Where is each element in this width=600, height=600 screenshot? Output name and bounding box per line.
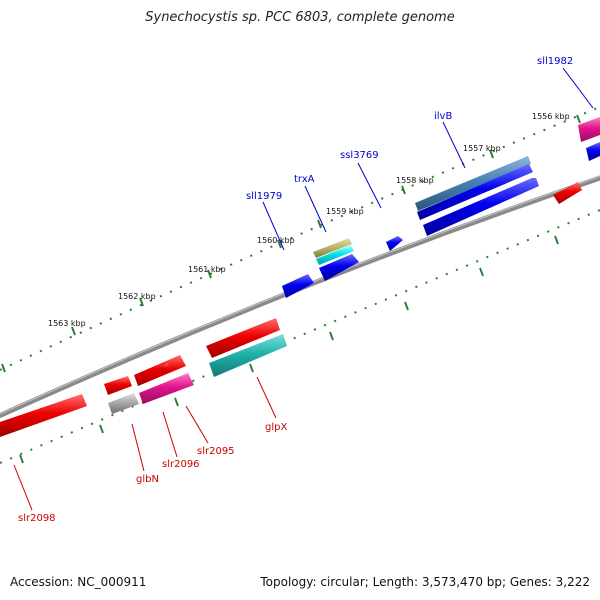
kbp-label: 1559 kbp (326, 207, 364, 216)
gene-arrow-sll1979[interactable] (282, 274, 314, 298)
gene-arrow-trxA-tan[interactable] (313, 238, 352, 258)
gene-label-trxA[interactable]: trxA (294, 174, 315, 185)
gene-arrow-sll1982-blue[interactable] (586, 142, 600, 161)
gene-label-glbN[interactable]: glbN (136, 474, 159, 485)
gene-label-slr2095[interactable]: slr2095 (197, 446, 235, 457)
gene-arrow-blue-long[interactable] (423, 178, 539, 236)
kbp-label: 1562 kbp (118, 292, 156, 301)
gene-arrow-slr2095-red[interactable] (134, 355, 186, 386)
gene-arrow-slr2098[interactable] (0, 394, 87, 437)
gene-label-sll1982[interactable]: sll1982 (537, 56, 573, 67)
label-leaders (13, 67, 594, 511)
gene-arrow-trxA[interactable] (316, 245, 354, 265)
kbp-major-ticks (1, 114, 581, 464)
gene-label-slr2096[interactable]: slr2096 (162, 459, 200, 470)
kbp-label: 1563 kbp (48, 319, 86, 328)
kbp-label: 1557 kbp (463, 144, 501, 153)
kbp-label: 1556 kbp (532, 112, 570, 121)
genome-summary-text: Topology: circular; Length: 3,573,470 bp… (260, 575, 590, 589)
genome-backbone-highlight (0, 176, 600, 415)
accession-text: Accession: NC_000911 (10, 575, 147, 589)
gene-arrow-glpX[interactable] (206, 318, 280, 358)
gene-arrow-red-small[interactable] (160, 363, 170, 374)
genome-backbone (0, 175, 600, 419)
gene-label-ssl3769[interactable]: ssl3769 (340, 150, 379, 161)
outer-tick-ring (0, 106, 600, 371)
gene-arrow-glbN[interactable] (108, 393, 139, 414)
kbp-label: 1560 kbp (257, 236, 295, 245)
gene-label-glpX[interactable]: glpX (265, 422, 287, 433)
gene-arrow-ilvB[interactable] (417, 164, 533, 220)
gene-arrow-blue-mid[interactable] (319, 254, 359, 281)
gene-label-slr2098[interactable]: slr2098 (18, 513, 56, 524)
kbp-label: 1561 kbp (188, 265, 226, 274)
gene-arrow-slr2096[interactable] (104, 376, 132, 395)
gene-label-ilvB[interactable]: ilvB (434, 111, 452, 122)
map-title: Synechocystis sp. PCC 6803, complete gen… (145, 10, 455, 25)
kbp-label: 1558 kbp (396, 176, 434, 185)
gene-arrow-ilvB-steel[interactable] (415, 156, 531, 211)
inner-tick-ring (0, 209, 600, 464)
gene-arrow-glpX-cyan[interactable] (209, 334, 287, 377)
gene-arrow-sll1982[interactable] (578, 117, 600, 142)
gene-arrow-slr2095[interactable] (139, 373, 194, 404)
gene-arrow-ssl3769[interactable] (386, 236, 403, 251)
gene-label-sll1979[interactable]: sll1979 (246, 191, 282, 202)
reverse-genes (0, 182, 582, 437)
gene-arrow-red-right[interactable] (553, 182, 582, 204)
forward-genes (282, 117, 600, 298)
